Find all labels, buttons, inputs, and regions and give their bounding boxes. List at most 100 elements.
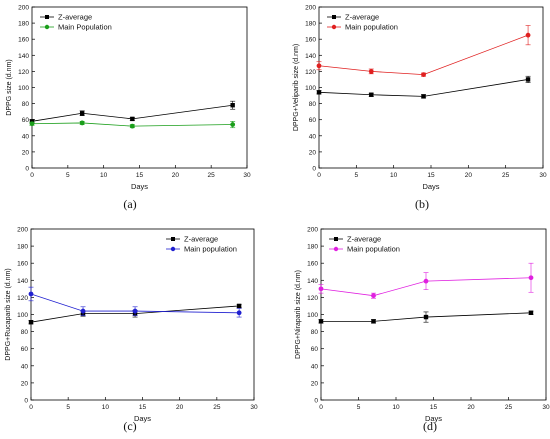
y-tick-label: 140 — [17, 278, 28, 285]
x-tick-label: 20 — [172, 172, 180, 179]
series-line — [31, 122, 233, 127]
y-tick-label: 180 — [305, 21, 316, 28]
data-point — [423, 278, 429, 284]
y-axis-label: DPPG+Rucaparib size (d.nm) — [5, 268, 12, 360]
data-point — [79, 111, 85, 116]
data-point — [318, 319, 324, 324]
y-tick-label: 160 — [17, 261, 28, 268]
series-z-average — [29, 100, 236, 124]
y-tick-label: 40 — [309, 133, 317, 140]
y-tick-label: 20 — [309, 149, 317, 156]
y-tick-label: 40 — [21, 363, 29, 370]
legend-marker — [171, 237, 175, 241]
data-point — [371, 319, 376, 324]
y-tick-label: 200 — [307, 227, 318, 234]
series-main-population — [318, 262, 534, 299]
data-point — [528, 310, 534, 315]
data-point — [525, 32, 531, 38]
data-point — [421, 72, 426, 78]
y-tick-label: 100 — [307, 312, 318, 319]
legend-marker — [45, 15, 49, 19]
series-line — [318, 34, 529, 76]
chart-panel-3: 0 20 40 60 80 100 120 140 160 180 200 0 5 10 15 20 25 30 D… — [5, 227, 258, 434]
x-axis-label: Days — [422, 182, 439, 191]
x-tick-label: 0 — [317, 172, 321, 179]
data-point — [236, 310, 242, 316]
y-tick-label: 60 — [311, 346, 319, 353]
data-point — [230, 122, 236, 127]
x-axis-label: Days — [134, 414, 151, 423]
series-z-average — [318, 310, 534, 324]
legend-label: Main Population — [58, 23, 112, 32]
x-tick-label: 5 — [66, 172, 70, 179]
x-tick-label: 30 — [250, 404, 258, 411]
data-point — [130, 116, 135, 122]
y-axis-label: DPPG size (d.nm) — [6, 59, 13, 115]
chart-panel-4: 0 20 40 60 80 100 120 140 160 180 200 0 5 10 15 20 25 30 D… — [295, 227, 550, 434]
x-tick-label: 30 — [542, 404, 550, 411]
legend-marker — [332, 15, 336, 19]
panel-label: (a) — [123, 197, 136, 211]
legend-marker — [44, 24, 50, 30]
series-line — [30, 305, 240, 323]
x-tick-label: 0 — [319, 404, 323, 411]
data-point — [129, 123, 135, 129]
x-tick-label: 15 — [430, 404, 438, 411]
series-line — [318, 79, 529, 97]
y-tick-label: 100 — [17, 312, 28, 319]
y-tick-label: 0 — [312, 166, 316, 173]
x-tick-label: 0 — [30, 172, 34, 179]
y-tick-label: 0 — [25, 166, 29, 173]
x-tick-label: 0 — [29, 404, 33, 411]
data-point — [28, 291, 34, 297]
data-point — [318, 286, 324, 292]
series-z-average — [316, 75, 531, 99]
plot-frame — [30, 228, 255, 401]
y-tick-label: 160 — [307, 261, 318, 268]
y-tick-label: 0 — [24, 398, 28, 405]
y-tick-label: 60 — [22, 117, 30, 124]
series-main-population — [28, 286, 242, 318]
x-tick-label: 25 — [502, 172, 510, 179]
panel-label: (c) — [123, 419, 136, 433]
data-point — [423, 314, 429, 320]
x-tick-label: 25 — [213, 404, 221, 411]
panel-label: (d) — [423, 419, 437, 433]
legend-label: Z-average — [347, 235, 381, 244]
series-main-population — [29, 120, 236, 129]
x-tick-label: 20 — [176, 404, 184, 411]
legend-marker — [331, 24, 337, 30]
y-tick-label: 80 — [311, 329, 319, 336]
x-tick-label: 10 — [102, 404, 110, 411]
y-tick-label: 200 — [305, 5, 316, 12]
data-point — [28, 319, 34, 325]
x-tick-label: 30 — [243, 172, 251, 179]
data-point — [316, 90, 322, 95]
y-tick-label: 160 — [305, 37, 316, 44]
y-tick-label: 180 — [17, 244, 28, 251]
y-tick-label: 80 — [22, 101, 30, 108]
x-tick-label: 20 — [467, 404, 475, 411]
y-tick-label: 120 — [18, 69, 29, 76]
x-tick-label: 15 — [136, 172, 144, 179]
y-tick-label: 120 — [307, 295, 318, 302]
y-tick-label: 0 — [314, 398, 318, 405]
y-tick-label: 60 — [21, 346, 29, 353]
legend-marker — [333, 246, 339, 252]
data-point — [29, 121, 35, 127]
y-tick-label: 80 — [309, 101, 317, 108]
data-point — [132, 308, 138, 314]
x-axis-label: Days — [425, 414, 442, 423]
legend-marker — [170, 246, 176, 252]
legend-label: Z-average — [184, 235, 218, 244]
x-tick-label: 30 — [539, 172, 547, 179]
x-tick-label: 5 — [357, 404, 361, 411]
x-tick-label: 15 — [427, 172, 435, 179]
y-tick-label: 200 — [18, 5, 29, 12]
x-tick-label: 15 — [139, 404, 147, 411]
